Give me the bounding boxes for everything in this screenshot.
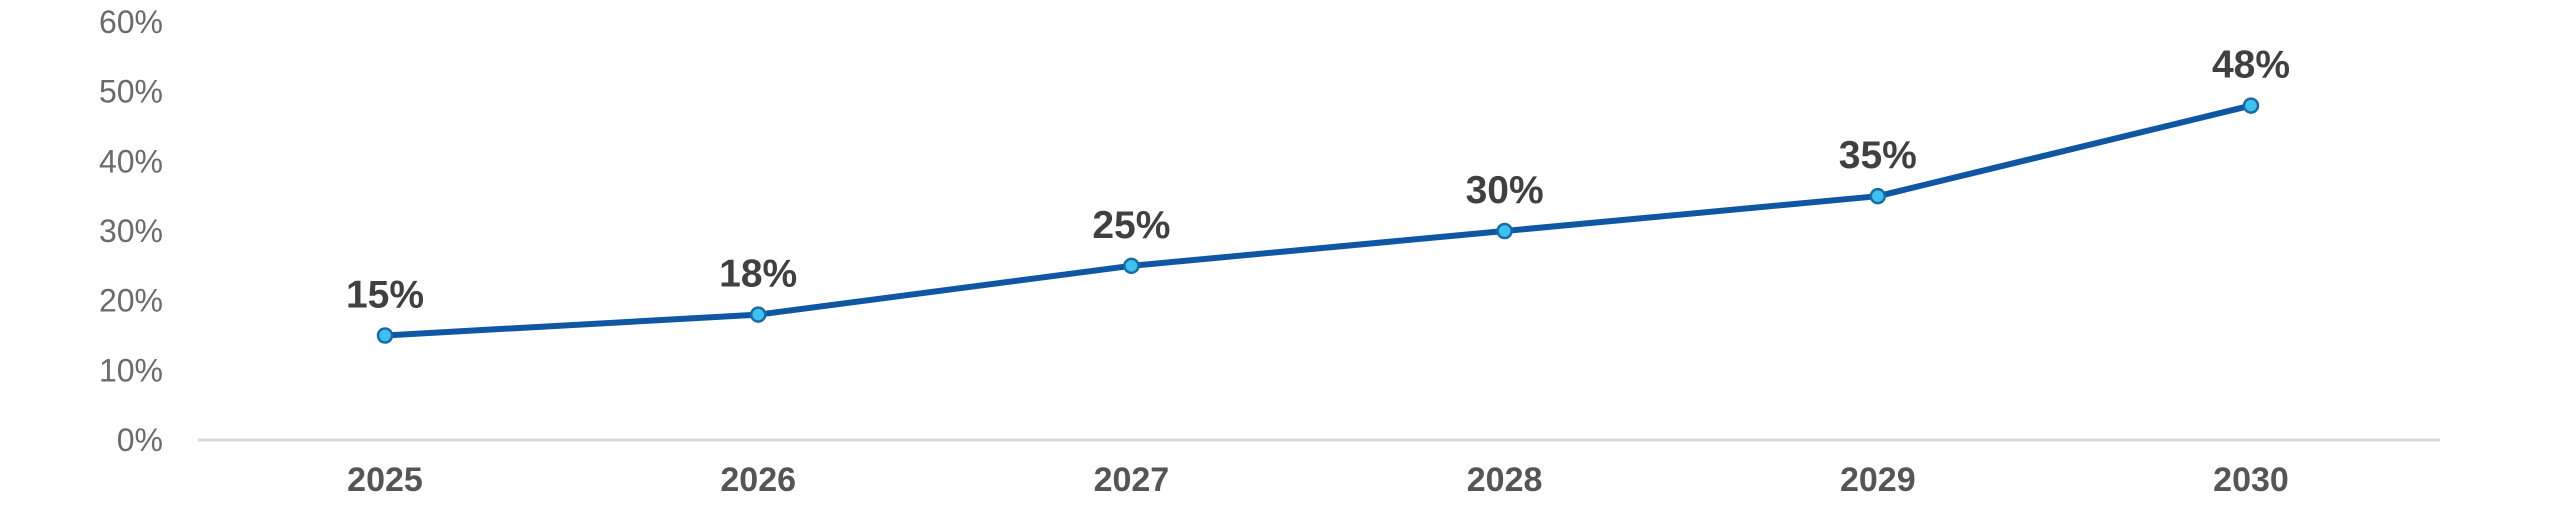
data-label: 30% [1466, 169, 1544, 212]
y-tick-label: 10% [99, 352, 163, 388]
y-tick-label: 0% [117, 422, 163, 458]
data-point [1869, 187, 1887, 205]
data-point [1123, 257, 1140, 275]
y-tick-label: 40% [99, 143, 163, 179]
data-point [376, 327, 394, 344]
data-labels: 15% 18% 25% 30% 35% 48% [346, 44, 2290, 317]
data-label: 35% [1839, 134, 1917, 177]
data-label: 18% [719, 253, 797, 296]
y-tick-label: 50% [99, 74, 163, 110]
series-line [382, 102, 2254, 339]
x-axis: 2025 2026 2027 2028 2029 2030 [347, 461, 2289, 499]
data-label: 48% [2212, 44, 2290, 87]
y-tick-label: 20% [99, 283, 163, 319]
x-tick-label: 2030 [2213, 461, 2289, 499]
x-tick-label: 2026 [720, 461, 796, 499]
data-points [376, 97, 2260, 344]
x-tick-label: 2029 [1840, 461, 1916, 499]
y-tick-label: 30% [99, 213, 163, 249]
x-tick-label: 2025 [347, 461, 423, 499]
data-point [2242, 97, 2260, 114]
data-point [1496, 222, 1513, 240]
y-tick-label: 60% [99, 4, 163, 40]
x-tick-label: 2028 [1467, 461, 1543, 499]
data-point [749, 306, 767, 323]
data-label: 25% [1092, 204, 1170, 247]
y-axis: 0% 10% 20% 30% 40% 50% 60% [99, 4, 163, 458]
data-label: 15% [346, 274, 424, 317]
x-tick-label: 2027 [1094, 461, 1170, 499]
